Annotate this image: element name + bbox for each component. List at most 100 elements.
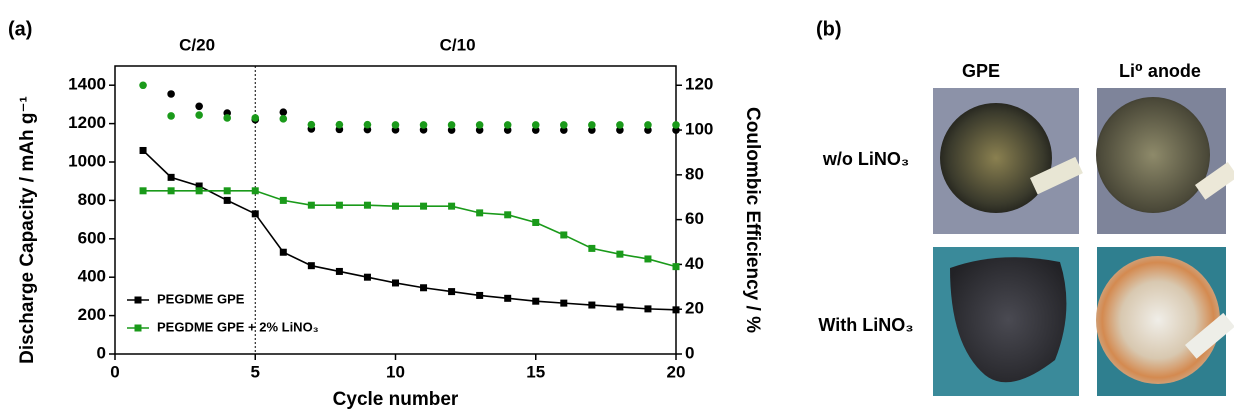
legend-marker [134, 296, 142, 304]
y2-axis-title: Coulombic Efficiency / % [742, 107, 763, 333]
data-point [588, 244, 596, 252]
data-point [279, 248, 287, 256]
data-point [476, 209, 484, 217]
y-tick-label: 200 [78, 305, 106, 324]
data-point [223, 114, 231, 122]
panel-label: (b) [816, 18, 842, 40]
x-tick-label: 15 [526, 362, 545, 381]
data-point [448, 202, 456, 210]
y-tick-label: 1000 [68, 151, 106, 170]
data-point [448, 288, 456, 296]
data-point [475, 121, 484, 129]
data-point [616, 303, 624, 311]
photo [933, 88, 1083, 234]
data-point [195, 187, 203, 195]
data-point [447, 121, 456, 129]
data-point [644, 121, 652, 129]
data-point [672, 263, 680, 271]
data-point [363, 273, 371, 281]
row-label: With LiNO₃ [818, 315, 913, 335]
data-point [251, 187, 259, 195]
data-point [363, 120, 372, 129]
data-point [363, 201, 371, 209]
data-point [560, 121, 568, 129]
legend-marker [134, 324, 142, 332]
data-point [307, 120, 316, 129]
data-point [531, 121, 540, 129]
column-header: Li⁰ anode [1119, 61, 1201, 81]
x-axis-title: Cycle number [333, 389, 459, 410]
data-point [672, 121, 680, 129]
data-point [251, 114, 260, 122]
data-point [167, 90, 175, 98]
data-point [588, 301, 596, 309]
x-tick-label: 10 [386, 362, 405, 381]
y2-tick-label: 40 [685, 254, 704, 273]
data-point [476, 291, 484, 299]
y-tick-label: 400 [78, 267, 106, 286]
data-point [167, 187, 175, 195]
data-point [644, 255, 652, 263]
y-tick-label: 1200 [68, 113, 106, 132]
annotation: C/10 [440, 35, 476, 54]
series-line [143, 190, 677, 268]
legend-label: PEGDME GPE [157, 291, 245, 306]
y2-tick-label: 20 [685, 299, 704, 318]
data-point [251, 210, 259, 218]
data-point [616, 250, 624, 258]
data-point [420, 202, 428, 210]
data-point [392, 279, 399, 287]
y-tick-label: 0 [97, 343, 106, 362]
photo [1096, 247, 1234, 396]
data-point [139, 146, 147, 154]
data-point [335, 120, 344, 129]
chart: 0 5 10 15 2002004006008001000120014000204060… [17, 35, 763, 410]
data-point [560, 231, 568, 239]
data-point [335, 201, 343, 209]
data-point [195, 182, 203, 190]
x-tick-label: 5 [251, 362, 260, 381]
legend-label: PEGDME GPE + 2% LiNO₃ [157, 319, 319, 334]
data-point [616, 121, 624, 129]
annotation: C/20 [179, 35, 215, 54]
x-tick-label: 0 [110, 362, 119, 381]
y2-tick-label: 120 [685, 75, 713, 94]
data-point [532, 218, 540, 226]
data-point [279, 196, 287, 204]
y-tick-label: 800 [78, 190, 106, 209]
y-tick-label: 1400 [68, 75, 106, 94]
data-point [420, 284, 428, 292]
data-point [307, 201, 315, 209]
data-point [392, 202, 399, 210]
data-point [279, 115, 288, 123]
data-point [672, 306, 680, 314]
y2-tick-label: 60 [685, 209, 704, 228]
row-label: w/o LiNO₃ [822, 149, 909, 169]
data-point [503, 121, 512, 129]
photo [1096, 88, 1234, 234]
data-point [223, 196, 231, 204]
photo-panel: GPE Li⁰ anode w/o LiNO₃ With LiNO₃ [818, 61, 1234, 396]
data-point [167, 173, 175, 181]
data-point [139, 81, 147, 90]
data-point [504, 211, 512, 219]
data-point [644, 305, 652, 313]
y2-tick-label: 100 [685, 120, 713, 139]
data-point [307, 262, 315, 270]
data-point [504, 294, 512, 302]
y-tick-label: 600 [78, 228, 106, 247]
data-point [195, 102, 203, 111]
data-point [419, 121, 428, 129]
data-point [588, 121, 596, 129]
column-header: GPE [962, 61, 1000, 81]
data-point [335, 267, 343, 275]
x-tick-label: 20 [667, 362, 686, 381]
series-line [142, 149, 677, 311]
data-point [279, 108, 288, 116]
y2-tick-label: 80 [685, 164, 704, 183]
y2-tick-label: 0 [685, 343, 694, 362]
data-point [391, 121, 400, 129]
panel-label: (a) [8, 18, 32, 40]
